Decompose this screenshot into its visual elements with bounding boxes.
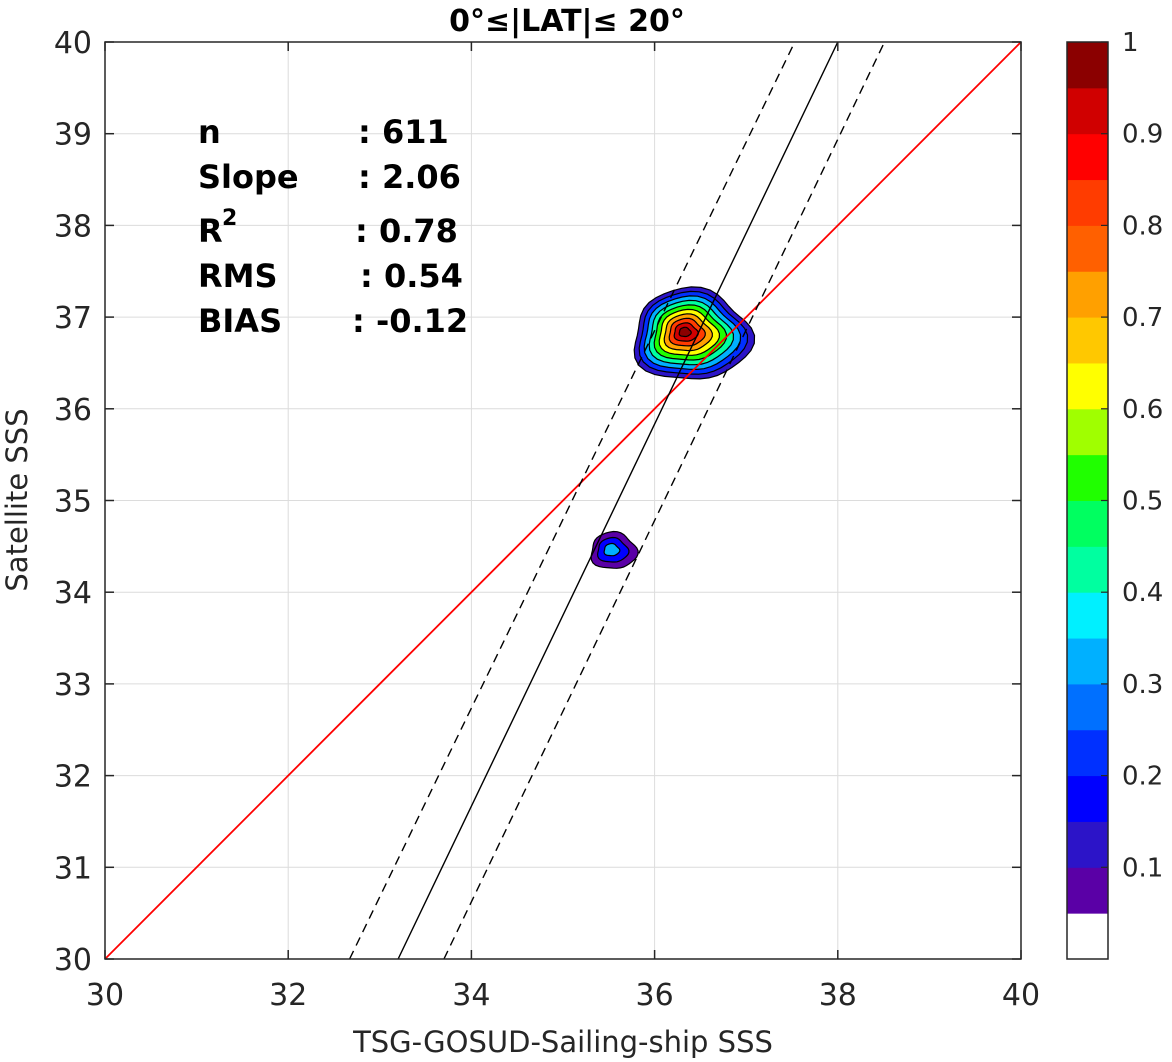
x-tick-label: 40: [1002, 978, 1040, 1013]
stats-r2-value: : 0.78: [355, 212, 458, 250]
colorbar-segment: [1067, 87, 1108, 135]
y-tick-label: 38: [54, 209, 92, 244]
x-tick-label: 38: [819, 978, 857, 1013]
stats-rms-value: : 0.54: [360, 257, 463, 295]
y-tick-label: 34: [54, 576, 92, 611]
y-tick-label: 35: [54, 485, 92, 520]
colorbar-tick-label: 0.6: [1122, 395, 1163, 425]
colorbar-tick-label: 0.1: [1122, 853, 1163, 883]
x-tick-label: 36: [636, 978, 674, 1013]
colorbar-tick-label: 0.5: [1122, 487, 1163, 517]
y-tick-label: 40: [54, 26, 92, 61]
density-blob: [590, 530, 639, 569]
stats-r2-superscript: 2: [222, 206, 237, 231]
contour-level: [603, 542, 621, 557]
stats-rms-label: RMS: [198, 257, 278, 295]
colorbar-segment: [1067, 821, 1108, 868]
colorbar-segment: [1067, 638, 1108, 685]
colorbar-segment: [1067, 913, 1108, 960]
y-tick-label: 33: [54, 668, 92, 703]
colorbar-tick-label: 1: [1122, 28, 1139, 58]
confidence-upper-line: [348, 42, 796, 959]
one-to-one-line: [105, 42, 1021, 959]
colorbar-segment: [1067, 179, 1108, 226]
stats-slope-label: Slope: [198, 158, 299, 196]
colorbar-segment: [1067, 500, 1108, 547]
colorbar-segment: [1067, 362, 1108, 410]
colorbar-tick-label: 0.8: [1122, 211, 1163, 241]
colorbar-segment: [1067, 408, 1108, 456]
x-tick-label: 32: [269, 978, 307, 1013]
colorbar-tick-label: 0.7: [1122, 303, 1163, 333]
colorbar-segment: [1067, 546, 1108, 593]
colorbar-tick-label: 0.3: [1122, 670, 1163, 700]
colorbar-segment: [1067, 133, 1108, 181]
colorbar: 0.1 0.2 0.3 0.4 0.5 0.6 0.7 0.8 0.9 1: [1066, 28, 1163, 960]
stats-n-label: n: [198, 113, 221, 151]
x-tick-label: 30: [86, 978, 124, 1013]
colorbar-segment: [1067, 454, 1108, 501]
stats-bias-value: : -0.12: [352, 302, 468, 340]
colorbar-tick-label: 0.2: [1122, 762, 1163, 792]
stats-r2-label: R: [198, 212, 223, 250]
colorbar-segment: [1067, 683, 1108, 731]
stats-box: n : 611 Slope : 2.06 R 2 : 0.78 RMS : 0.…: [198, 113, 468, 340]
reference-lines: [105, 42, 1021, 959]
stats-n-value: : 611: [358, 113, 449, 151]
y-tick-label: 37: [54, 301, 92, 336]
chart-title: 0°≤|LAT|≤ 20°: [449, 4, 685, 39]
regression-fit-line: [397, 42, 839, 959]
confidence-lower-line: [443, 42, 886, 959]
colorbar-segment: [1067, 225, 1108, 272]
x-tick-label: 34: [452, 978, 490, 1013]
colorbar-segment: [1067, 729, 1108, 777]
stats-bias-label: BIAS: [198, 302, 282, 340]
y-tick-label: 36: [54, 393, 92, 428]
x-axis-label: TSG-GOSUD-Sailing-ship SSS: [352, 1025, 773, 1059]
density-contours: [590, 286, 756, 569]
y-axis-label: Satellite SSS: [0, 408, 34, 591]
y-tick-label: 31: [54, 851, 92, 886]
colorbar-segment: [1067, 317, 1108, 364]
colorbar-segment: [1067, 271, 1108, 318]
density-blob: [633, 286, 756, 380]
y-tick-label: 39: [54, 118, 92, 153]
colorbar-segment: [1067, 775, 1108, 822]
axis-ticks: 30 32 34 36 38 40 30 31 32 33 34 35 36 37 38 39 40: [54, 26, 1040, 1013]
y-tick-label: 30: [54, 943, 92, 978]
colorbar-segment: [1067, 592, 1108, 639]
colorbar-segment: [1067, 42, 1108, 89]
y-tick-label: 32: [54, 760, 92, 795]
colorbar-segment: [1067, 867, 1108, 914]
colorbar-tick-label: 0.4: [1122, 578, 1163, 608]
stats-slope-value: : 2.06: [358, 158, 461, 196]
contour-level: [678, 326, 692, 338]
colorbar-tick-label: 0.9: [1122, 120, 1163, 150]
